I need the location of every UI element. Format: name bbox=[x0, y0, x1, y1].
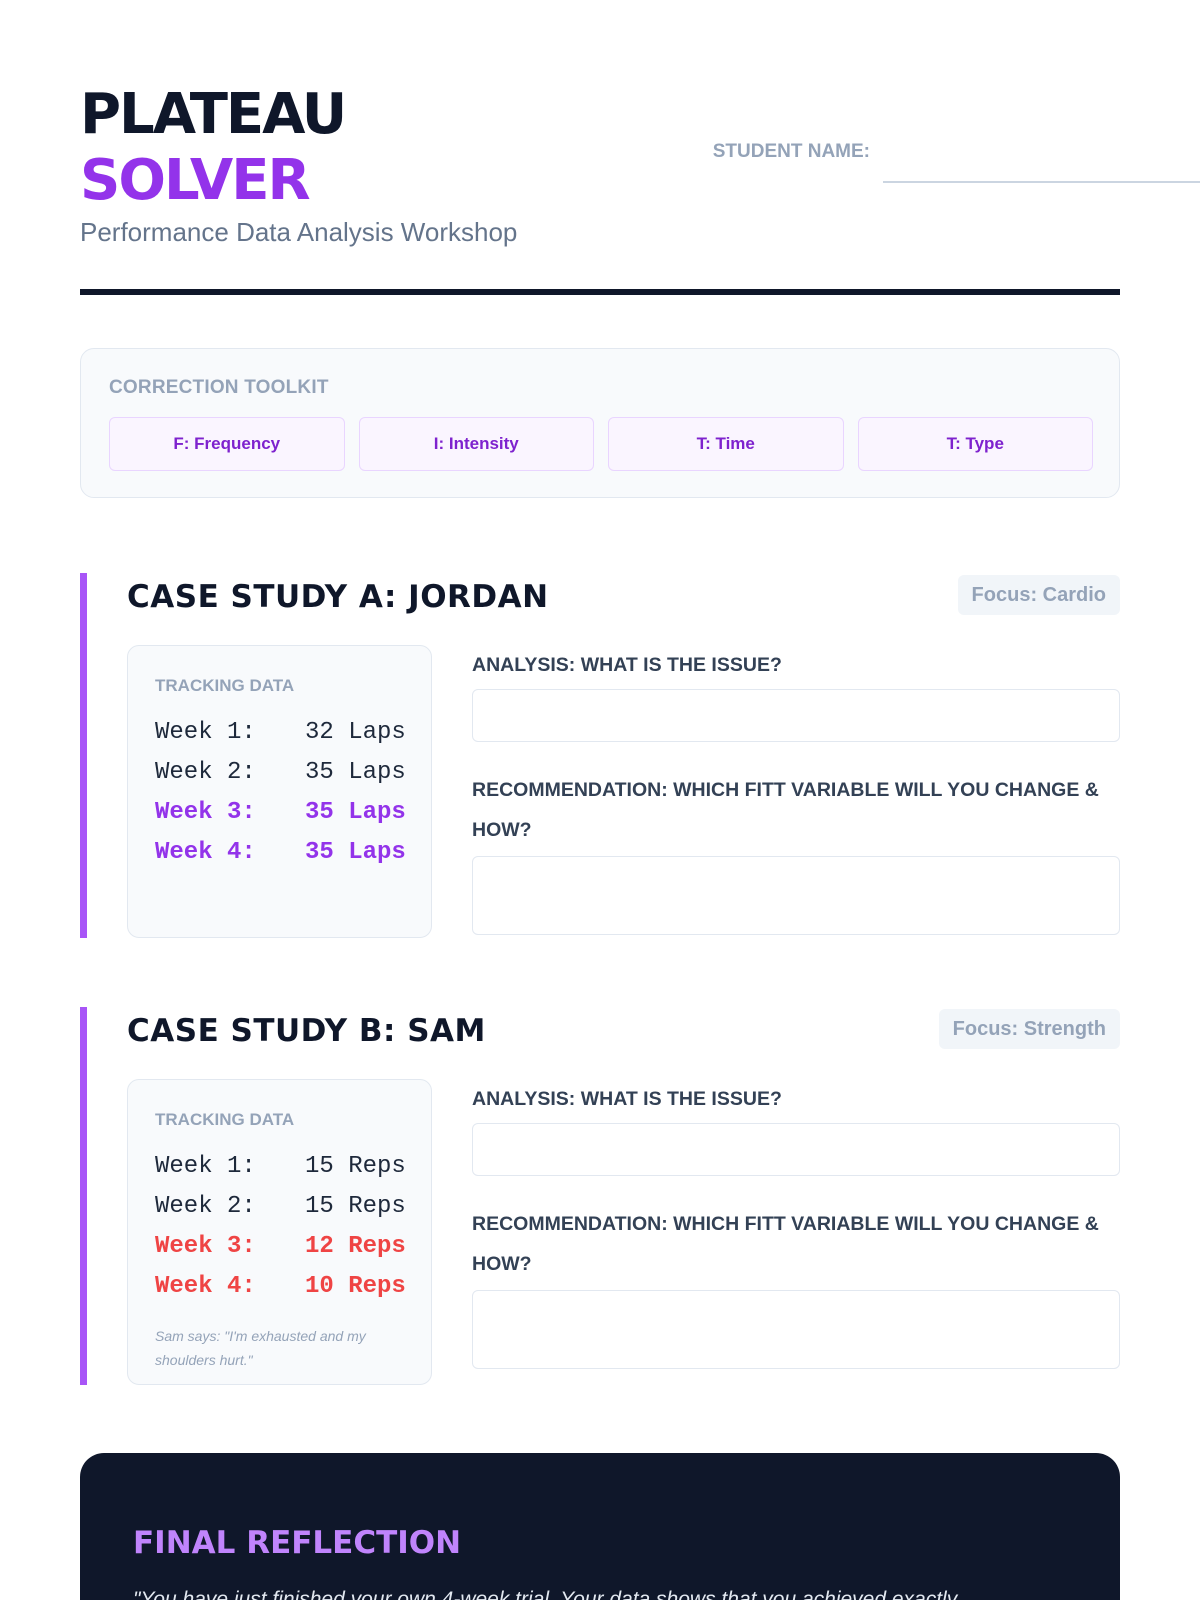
recommendation-answer-box[interactable] bbox=[472, 856, 1120, 935]
toolkit-button-time[interactable]: T: Time bbox=[608, 417, 844, 471]
tracking-row-highlight: Week 4: 35 Laps bbox=[155, 832, 415, 872]
student-name-field[interactable] bbox=[883, 181, 1200, 183]
recommendation-answer-box[interactable] bbox=[472, 1290, 1120, 1369]
focus-badge: Focus: Strength bbox=[938, 1009, 1120, 1049]
week-value: 35 Laps bbox=[305, 838, 406, 866]
tracking-data-title: TRACKING DATA bbox=[155, 1110, 295, 1129]
worksheet-page: PLATEAU SOLVER Performance Data Analysis… bbox=[80, 0, 1200, 1600]
toolkit-button-intensity[interactable]: I: Intensity bbox=[358, 417, 594, 471]
week-value: 10 Reps bbox=[305, 1272, 406, 1300]
reflection-prompt: "You have just finished your own 4-week … bbox=[133, 1588, 958, 1600]
focus-badge: Focus: Cardio bbox=[957, 575, 1120, 615]
correction-toolkit: CORRECTION TOOLKIT F: Frequency I: Inten… bbox=[80, 348, 1120, 498]
title-line-2: SOLVER bbox=[80, 148, 311, 213]
recommendation-label: RECOMMENDATION: WHICH FITT VARIABLE WILL… bbox=[472, 779, 1099, 841]
analysis-label: ANALYSIS: WHAT IS THE ISSUE? bbox=[472, 654, 782, 676]
tracking-row: Week 2: 35 Laps bbox=[155, 752, 415, 792]
tracking-data-title: TRACKING DATA bbox=[155, 676, 295, 695]
answer-area: ANALYSIS: WHAT IS THE ISSUE? RECOMMENDAT… bbox=[472, 1079, 1120, 1369]
week-value: 15 Reps bbox=[305, 1152, 406, 1180]
analysis-answer-box[interactable] bbox=[472, 689, 1120, 742]
tracking-row-highlight: Week 3: 35 Laps bbox=[155, 792, 415, 832]
tracking-row: Week 2: 15 Reps bbox=[155, 1186, 415, 1226]
case-study-title: CASE STUDY A: JORDAN bbox=[127, 579, 549, 615]
tracking-row-alert: Week 3: 12 Reps bbox=[155, 1226, 415, 1266]
tracking-row-alert: Week 4: 10 Reps bbox=[155, 1266, 415, 1306]
tracking-data-card: TRACKING DATA Week 1: 15 Reps Week 2: 15… bbox=[127, 1079, 432, 1385]
toolkit-button-frequency[interactable]: F: Frequency bbox=[109, 417, 345, 471]
case-study-title: CASE STUDY B: SAM bbox=[127, 1013, 486, 1049]
analysis-label: ANALYSIS: WHAT IS THE ISSUE? bbox=[472, 1088, 782, 1110]
week-value: 35 Laps bbox=[305, 798, 406, 826]
tracking-data-card: TRACKING DATA Week 1: 32 Laps Week 2: 35… bbox=[127, 645, 432, 938]
answer-area: ANALYSIS: WHAT IS THE ISSUE? RECOMMENDAT… bbox=[472, 645, 1120, 935]
week-value: 12 Reps bbox=[305, 1232, 406, 1260]
toolkit-title: CORRECTION TOOLKIT bbox=[109, 377, 329, 398]
week-label: Week 1: bbox=[155, 718, 256, 746]
client-quote-note: Sam says: "I'm exhausted and my shoulder… bbox=[155, 1328, 366, 1368]
final-reflection-panel: FINAL REFLECTION "You have just finished… bbox=[80, 1453, 1120, 1600]
week-value: 35 Laps bbox=[305, 758, 406, 786]
toolkit-button-type[interactable]: T: Type bbox=[857, 417, 1093, 471]
week-value: 15 Reps bbox=[305, 1192, 406, 1220]
week-label: Week 4: bbox=[155, 838, 256, 866]
reflection-title: FINAL REFLECTION bbox=[133, 1525, 462, 1561]
student-name-label: STUDENT NAME: bbox=[712, 141, 870, 162]
week-label: Week 3: bbox=[155, 1232, 256, 1260]
tracking-rows: Week 1: 15 Reps Week 2: 15 Reps Week 3: … bbox=[155, 1146, 415, 1306]
week-value: 32 Laps bbox=[305, 718, 406, 746]
toolkit-buttons: F: Frequency I: Intensity T: Time T: Typ… bbox=[109, 417, 1093, 471]
recommendation-label: RECOMMENDATION: WHICH FITT VARIABLE WILL… bbox=[472, 1213, 1099, 1275]
week-label: Week 3: bbox=[155, 798, 256, 826]
header: PLATEAU SOLVER Performance Data Analysis… bbox=[80, 82, 1120, 248]
week-label: Week 4: bbox=[155, 1272, 256, 1300]
header-divider bbox=[80, 289, 1120, 295]
tracking-row: Week 1: 32 Laps bbox=[155, 712, 415, 752]
subtitle: Performance Data Analysis Workshop bbox=[80, 217, 518, 247]
tracking-rows: Week 1: 32 Laps Week 2: 35 Laps Week 3: … bbox=[155, 712, 415, 872]
tracking-row: Week 1: 15 Reps bbox=[155, 1146, 415, 1186]
case-study-a: CASE STUDY A: JORDAN Focus: Cardio TRACK… bbox=[80, 573, 1120, 938]
analysis-answer-box[interactable] bbox=[472, 1123, 1120, 1176]
week-label: Week 1: bbox=[155, 1152, 256, 1180]
week-label: Week 2: bbox=[155, 758, 256, 786]
case-study-b: CASE STUDY B: SAM Focus: Strength TRACKI… bbox=[80, 1007, 1120, 1385]
week-label: Week 2: bbox=[155, 1192, 256, 1220]
title-line-1: PLATEAU bbox=[80, 82, 347, 147]
